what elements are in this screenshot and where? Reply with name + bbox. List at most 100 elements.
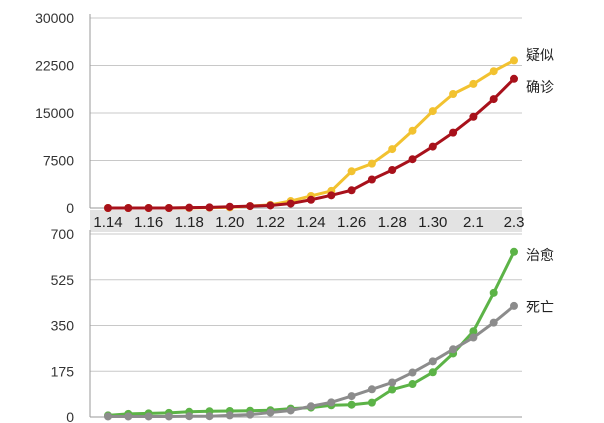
bottom-y-tick-label: 350	[51, 318, 75, 334]
top-data-point	[469, 112, 478, 121]
top-data-point	[428, 107, 437, 116]
x-tick-label: 1.16	[134, 214, 163, 231]
bottom-data-point	[388, 378, 397, 387]
top-y-tick-label: 30000	[35, 10, 74, 26]
top-data-point	[185, 203, 194, 212]
top-y-ticks: 0 7500 15000 22500 30000	[35, 10, 74, 216]
top-data-point	[124, 204, 133, 212]
top-data-point	[510, 56, 518, 65]
bottom-series-label: 治愈	[526, 248, 554, 264]
top-data-point	[449, 90, 458, 98]
bottom-data-point	[307, 402, 315, 411]
top-data-point	[510, 74, 518, 83]
top-y-tick-label: 22500	[35, 58, 74, 74]
bottom-data-point	[428, 357, 437, 366]
top-data-point	[225, 202, 234, 211]
x-tick-label: 1.22	[256, 214, 285, 231]
bottom-data-point	[225, 411, 234, 420]
x-tick-label: 1.30	[418, 214, 447, 231]
bottom-series	[104, 247, 518, 421]
top-y-tick-label: 15000	[35, 105, 74, 121]
bottom-data-point	[510, 247, 518, 256]
top-data-point	[408, 155, 417, 164]
top-data-point	[104, 204, 112, 212]
x-tick-label: 2.3	[504, 214, 525, 231]
bottom-data-point	[469, 333, 478, 342]
top-data-point	[489, 67, 498, 76]
bottom-data-point	[104, 412, 112, 421]
bottom-series-line-0	[107, 251, 516, 417]
top-data-point	[205, 203, 214, 212]
bottom-data-point	[164, 412, 173, 421]
top-data-point	[367, 175, 376, 184]
x-tick-label: 1.26	[337, 214, 366, 231]
bottom-y-tick-label: 0	[66, 409, 74, 423]
bottom-data-point	[408, 368, 417, 377]
bottom-data-point	[185, 412, 194, 421]
x-tick-label: 1.28	[378, 214, 407, 231]
bottom-grid	[89, 230, 522, 418]
top-data-point	[388, 166, 397, 174]
x-tick-label: 2.1	[463, 214, 484, 231]
bottom-y-tick-label: 525	[51, 272, 75, 288]
top-data-point	[489, 95, 498, 104]
bottom-data-point	[205, 412, 214, 421]
top-data-point	[164, 204, 173, 212]
top-data-point	[449, 128, 458, 137]
top-data-point	[388, 145, 397, 154]
bottom-data-point	[246, 410, 255, 419]
top-data-point	[408, 126, 417, 135]
bottom-series-line-1	[108, 304, 515, 418]
x-tick-label: 1.18	[175, 214, 204, 231]
bottom-data-point	[286, 406, 295, 415]
bottom-y-tick-label: 700	[51, 226, 75, 242]
top-data-point	[144, 204, 153, 212]
bottom-data-point	[428, 368, 437, 377]
bottom-y-tick-label: 175	[51, 363, 75, 379]
bottom-data-point	[144, 412, 153, 421]
top-series-line-1	[108, 77, 516, 210]
top-series-label: 确诊	[526, 80, 554, 96]
top-data-point	[266, 201, 275, 210]
top-y-tick-label: 0	[66, 200, 74, 216]
bottom-data-point	[449, 345, 458, 354]
top-x-ticks: 1.14 1.16 1.18 1.20 1.22 1.24 1.26 1.28 1.30 2.1 2…	[93, 214, 524, 231]
top-grid	[89, 14, 522, 209]
bottom-data-point	[489, 288, 498, 297]
top-data-point	[327, 191, 336, 200]
bottom-data-point	[124, 412, 133, 421]
top-data-point	[347, 186, 356, 195]
bottom-data-point	[469, 327, 478, 336]
top-data-point	[469, 79, 478, 88]
top-series-label: 疑似	[526, 48, 554, 64]
top-chart: 0 7500 15000 22500 30000 1.14 1.16 1.18 1.20 1.2…	[35, 10, 554, 232]
top-data-point	[246, 202, 255, 211]
top-series	[104, 56, 518, 212]
bottom-data-point	[388, 385, 397, 394]
bottom-data-point	[367, 398, 376, 407]
x-tick-label: 1.14	[93, 214, 122, 231]
x-tick-label: 1.24	[296, 214, 325, 231]
top-data-point	[307, 195, 315, 204]
bottom-data-point	[266, 408, 275, 417]
top-data-point	[367, 159, 376, 168]
top-data-point	[286, 199, 295, 208]
top-data-point	[347, 167, 356, 176]
x-axis-band	[90, 210, 522, 232]
x-tick-label: 1.20	[215, 214, 244, 231]
bottom-data-point	[489, 318, 498, 327]
bottom-data-point	[327, 398, 336, 407]
bottom-data-point	[510, 301, 518, 310]
bottom-data-point	[408, 380, 417, 389]
top-data-point	[428, 142, 437, 151]
top-y-tick-label: 7500	[43, 153, 74, 169]
bottom-data-point	[367, 385, 376, 394]
bottom-series-label: 死亡	[526, 300, 554, 316]
bottom-y-ticks: 0 175 350 525 700	[51, 226, 75, 423]
bottom-data-point	[347, 392, 356, 401]
bottom-data-point	[347, 400, 356, 409]
